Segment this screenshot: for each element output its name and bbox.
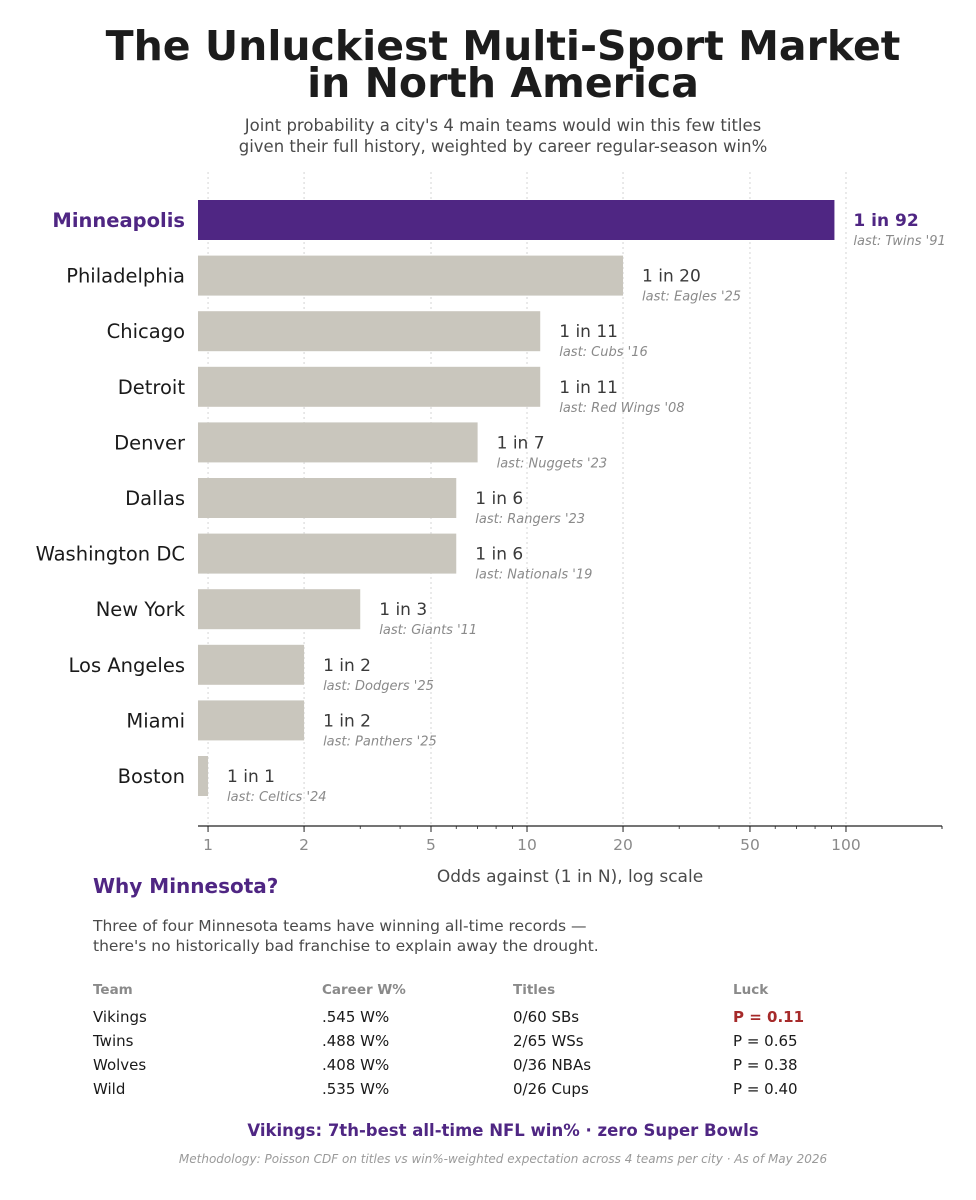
last-title-annotation: last: Nuggets '23 [497, 456, 608, 471]
odds-bar-chart: Minneapolis 1 in 92 last: Twins '91 Philade… [36, 172, 946, 887]
cell-team: Vikings [93, 1008, 147, 1026]
bar-denver [198, 422, 478, 463]
cell-luck: P = 0.65 [733, 1032, 798, 1050]
last-title-annotation: last: Dodgers '25 [323, 679, 434, 694]
table-row: Wolves .408 W% 0/36 NBAs P = 0.38 [93, 1056, 893, 1080]
x-tick-label: 10 [517, 836, 537, 854]
cell-luck: P = 0.38 [733, 1056, 798, 1074]
x-axis-label: Odds against (1 in N), log scale [437, 867, 703, 887]
last-title-annotation: last: Twins '91 [853, 234, 945, 249]
category-label: Denver [114, 431, 186, 454]
chart-title-line-1: The Unluckiest Multi-Sport Market [105, 22, 901, 70]
table-row: Wild .535 W% 0/26 Cups P = 0.40 [93, 1080, 893, 1104]
cell-team: Wild [93, 1080, 126, 1098]
chart-title: The Unluckiest Multi-Sport Market in Nor… [0, 22, 976, 107]
category-label: Washington DC [36, 543, 185, 566]
category-label: Detroit [118, 376, 186, 399]
chart-subtitle-line-1: Joint probability a city's 4 main teams … [244, 116, 762, 135]
x-tick-label: 20 [613, 836, 633, 854]
value-label: 1 in 2 [323, 656, 371, 676]
methodology-note: Methodology: Poisson CDF on titles vs wi… [178, 1152, 828, 1166]
x-tick-label: 2 [299, 836, 309, 854]
value-label: 1 in 6 [475, 489, 523, 509]
last-title-annotation: last: Giants '11 [379, 623, 477, 638]
bars [198, 200, 835, 796]
table-header: Team Career W% Titles Luck [93, 982, 893, 1008]
cell-luck: P = 0.40 [733, 1080, 798, 1098]
category-label: Philadelphia [66, 265, 185, 288]
table-row: Vikings .545 W% 0/60 SBs P = 0.11 [93, 1008, 893, 1032]
x-tick-label: 50 [740, 836, 760, 854]
why-text-line-2: there's no historically bad franchise to… [93, 937, 599, 955]
x-tick-label: 5 [426, 836, 436, 854]
cell-team: Wolves [93, 1056, 147, 1074]
bar-dallas [198, 478, 457, 518]
chart-subtitle-line-2: given their full history, weighted by ca… [238, 137, 768, 156]
why-minnesota-text: Three of four Minnesota teams have winni… [93, 916, 599, 956]
bar-chicago [198, 311, 541, 352]
last-title-annotation: last: Nationals '19 [475, 568, 592, 583]
x-tick-label: 100 [831, 836, 861, 854]
last-title-annotation: last: Red Wings '08 [559, 401, 684, 416]
value-label: 1 in 20 [642, 267, 701, 287]
cell-wpct: .488 W% [322, 1032, 390, 1050]
bar-labels: Minneapolis 1 in 92 last: Twins '91 Philade… [36, 209, 946, 805]
last-title-annotation: last: Celtics '24 [227, 790, 327, 805]
x-axis: 1 2 5 10 20 50 100 [198, 825, 943, 854]
cell-wpct: .545 W% [322, 1008, 390, 1026]
last-title-annotation: last: Panthers '25 [323, 734, 437, 749]
cell-wpct: .535 W% [322, 1080, 390, 1098]
bar-minneapolis [198, 200, 835, 240]
bar-philadelphia [198, 255, 624, 296]
cell-wpct: .408 W% [322, 1056, 390, 1074]
col-header-career-wpct: Career W% [322, 982, 406, 998]
category-label: Chicago [107, 320, 185, 343]
why-minnesota-title: Why Minnesota? [93, 874, 279, 898]
cell-titles: 0/36 NBAs [513, 1056, 592, 1074]
footer-headline: Vikings: 7th-best all-time NFL win% · ze… [247, 1121, 759, 1140]
category-label: Miami [126, 709, 185, 732]
value-label: 1 in 92 [853, 211, 918, 231]
chart-title-line-2: in North America [307, 59, 699, 107]
bar-washington-dc [198, 533, 457, 574]
bar-new-york [198, 589, 361, 630]
category-label: Los Angeles [69, 654, 185, 677]
cell-titles: 0/60 SBs [513, 1008, 580, 1026]
value-label: 1 in 2 [323, 711, 371, 731]
col-header-titles: Titles [513, 982, 556, 998]
bar-detroit [198, 366, 541, 407]
bar-boston [198, 756, 209, 796]
bar-miami [198, 700, 305, 741]
cell-titles: 0/26 Cups [513, 1080, 589, 1098]
last-title-annotation: last: Rangers '23 [475, 512, 585, 527]
bar-los-angeles [198, 644, 305, 685]
col-header-team: Team [93, 982, 133, 998]
category-label: New York [96, 598, 186, 621]
cell-team: Twins [93, 1032, 134, 1050]
col-header-luck: Luck [733, 982, 769, 998]
last-title-annotation: last: Cubs '16 [559, 345, 648, 360]
chart-subtitle: Joint probability a city's 4 main teams … [0, 115, 976, 157]
value-label: 1 in 3 [379, 600, 427, 620]
last-title-annotation: last: Eagles '25 [642, 290, 741, 305]
value-label: 1 in 11 [559, 322, 618, 342]
minnesota-teams-table: Team Career W% Titles Luck Vikings .545 … [93, 982, 893, 1104]
table-row: Twins .488 W% 2/65 WSs P = 0.65 [93, 1032, 893, 1056]
value-label: 1 in 7 [497, 433, 545, 453]
category-label: Dallas [125, 487, 185, 510]
cell-luck: P = 0.11 [733, 1008, 805, 1026]
value-label: 1 in 1 [227, 767, 275, 787]
why-text-line-1: Three of four Minnesota teams have winni… [93, 917, 587, 935]
cell-titles: 2/65 WSs [513, 1032, 584, 1050]
value-label: 1 in 6 [475, 545, 523, 565]
x-tick-label: 1 [203, 836, 213, 854]
category-label: Minneapolis [52, 209, 185, 232]
category-label: Boston [118, 765, 185, 788]
value-label: 1 in 11 [559, 378, 618, 398]
